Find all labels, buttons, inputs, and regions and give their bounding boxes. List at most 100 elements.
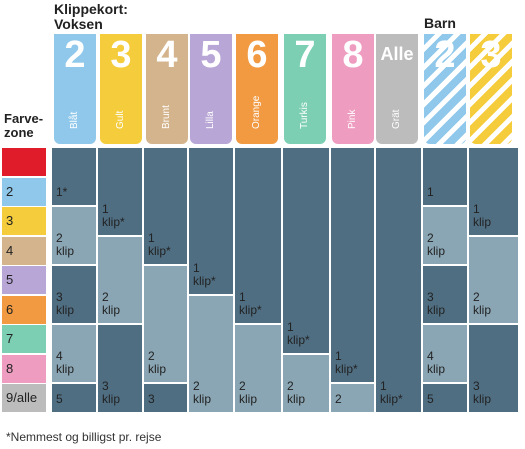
ticket-tab-adult-5: 5 Lilla: [190, 34, 232, 144]
fare-cell: 1 klip*: [189, 148, 233, 294]
ticket-tab-adult-alle: Alle Grät: [376, 34, 418, 144]
ticket-tab-label: Turkis: [299, 102, 310, 129]
zone-7: 7: [2, 325, 46, 353]
fare-value: 2 klip: [287, 378, 306, 406]
fare-value: 1: [427, 185, 434, 199]
ticket-tab-number: 3: [110, 34, 132, 76]
zone-3: 3: [2, 207, 46, 235]
ticket-tab-number: 3: [480, 34, 502, 76]
fare-cell: 3 klip: [52, 266, 96, 323]
fare-value: 1 klip*: [148, 231, 171, 258]
fare-cell: 3: [144, 384, 187, 412]
ticket-tab-adult-6: 6 Orange: [236, 34, 278, 144]
fare-cell: 1 klip*: [376, 148, 421, 412]
footnote: *Nemmest og billigst pr. rejse: [6, 430, 162, 444]
fare-value: 2 klip: [239, 378, 258, 406]
ticket-tab-child-3: 3: [470, 34, 512, 144]
fare-cell: 2 klip: [283, 354, 329, 412]
fare-cell: 1 klip*: [144, 148, 187, 264]
zone-2: 2: [2, 177, 46, 206]
fare-cell: 2: [331, 384, 374, 412]
fare-value: 4 klip: [427, 349, 446, 376]
ticket-tab-label: Grät: [391, 109, 402, 129]
ticket-tab-adult-8: 8 Pink: [332, 34, 374, 144]
ticket-tab-number: 7: [294, 34, 316, 76]
ticket-tab-label: Pink: [347, 109, 358, 129]
ticket-tab-label: Lilla: [205, 111, 216, 129]
zone-6: 6: [2, 295, 46, 324]
zone-9-alle: 9/alle: [2, 384, 46, 412]
fare-value: 1 klip: [473, 201, 492, 229]
fare-value: 5: [427, 391, 434, 406]
fare-value: 1 klip*: [335, 349, 358, 376]
zone-title-line2: zone: [4, 125, 34, 140]
ticket-tab-child-2: 2: [424, 34, 466, 144]
fare-value: 2 klip: [473, 290, 492, 317]
ticket-tab-label: Gult: [115, 110, 126, 129]
ticket-tab-number: 2: [64, 34, 86, 76]
zone-8: 8: [2, 354, 46, 383]
fare-cell: 4 klip: [423, 325, 467, 382]
zone-column-title: Farve- zone: [4, 112, 43, 140]
ticket-tab-number: 8: [342, 34, 364, 76]
fare-value: 3 klip: [427, 290, 446, 317]
ticket-tab-number: 6: [246, 34, 268, 76]
fare-cell: 1 klip*: [331, 148, 374, 382]
fare-value: 1 klip*: [102, 201, 125, 229]
fare-cell: 2 klip: [144, 266, 187, 382]
fare-grid: 1* 2 klip 3 klip 4 klip 5 1 klip* 2 klip 3 klip…: [52, 148, 520, 414]
fare-value: 3 klip: [56, 290, 75, 317]
ticket-tab-number: 5: [200, 34, 222, 76]
fare-value: 2 klip: [427, 231, 446, 258]
adult-title-line2: Voksen: [54, 16, 103, 32]
fare-cell: 4 klip: [52, 325, 96, 382]
fare-cell: 1 klip: [469, 148, 518, 235]
fare-cell: 2 klip: [469, 236, 518, 323]
fare-value: 1*: [56, 185, 68, 199]
ticket-tab-label: Brunt: [161, 105, 172, 129]
fare-cell: 2 klip: [52, 207, 96, 264]
fare-cell: 1*: [52, 148, 96, 205]
fare-value: 2 klip: [193, 378, 212, 406]
zone-red: [2, 148, 46, 176]
fare-cell: 2 klip: [423, 207, 467, 264]
fare-cell: 2 klip: [189, 295, 233, 412]
ticket-tab-label: Blåt: [69, 111, 80, 129]
fare-cell: 5: [423, 384, 467, 412]
fare-cell: 1 klip*: [235, 148, 281, 323]
child-title: Barn: [424, 15, 456, 31]
fare-cell: 2 klip: [98, 236, 142, 323]
fare-value: 4 klip: [56, 349, 75, 376]
fare-value: 5: [56, 391, 63, 406]
fare-cell: 3 klip: [469, 325, 518, 412]
ticket-tab-label: Orange: [251, 95, 262, 129]
fare-cell: 1 klip*: [98, 148, 142, 235]
fare-value: 3 klip: [473, 378, 492, 406]
ticket-tab-number: 4: [156, 34, 178, 76]
fare-value: 2 klip: [102, 290, 121, 317]
fare-cell: 1: [423, 148, 467, 205]
ticket-tab-adult-3: 3 Gult: [100, 34, 142, 144]
zone-4: 4: [2, 236, 46, 265]
fare-value: 3 klip: [102, 378, 121, 406]
fare-cell: 1 klip*: [283, 148, 329, 353]
ticket-tab-adult-7: 7 Turkis: [284, 34, 326, 144]
fare-value: 1 klip*: [287, 319, 310, 347]
zone-5: 5: [2, 266, 46, 294]
adult-title: Klippekort: Voksen: [54, 2, 128, 32]
fare-value: 2: [335, 391, 342, 406]
fare-value: 1 klip*: [239, 290, 262, 317]
fare-cell: 3 klip: [98, 325, 142, 412]
adult-title-line1: Klippekort:: [54, 1, 128, 17]
fare-value: 1 klip*: [380, 378, 403, 406]
fare-cell: 5: [52, 384, 96, 412]
fare-value: 1 klip*: [193, 260, 216, 288]
fare-cell: 3 klip: [423, 266, 467, 323]
fare-value: 3: [148, 391, 155, 406]
fare-cell: 2 klip: [235, 325, 281, 412]
fare-value: 2 klip: [56, 231, 75, 258]
zone-title-line1: Farve-: [4, 111, 44, 126]
ticket-tab-adult-4: 4 Brunt: [146, 34, 188, 144]
ticket-tab-number: 2: [434, 34, 456, 76]
fare-value: 2 klip: [148, 349, 167, 376]
